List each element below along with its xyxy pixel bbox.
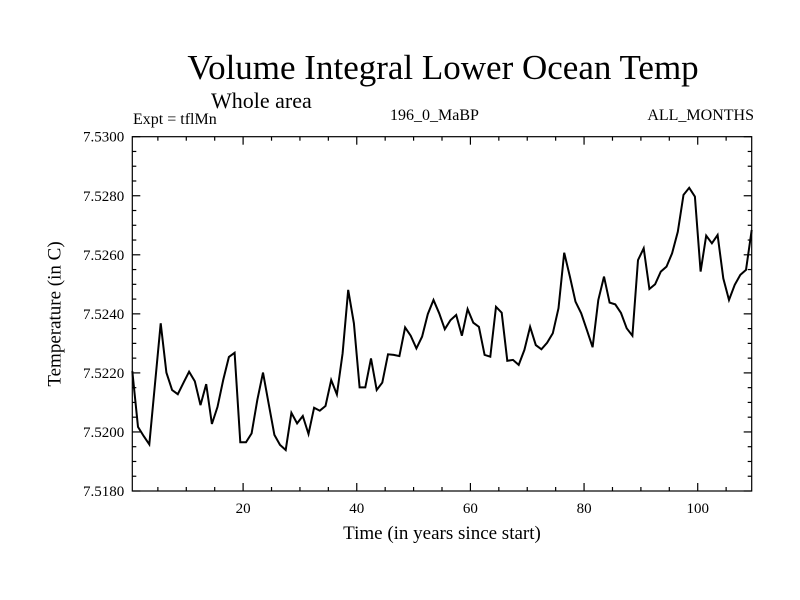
x-tick-label: 20 — [236, 501, 251, 517]
x-axis-label: Time (in years since start) — [343, 523, 541, 544]
x-tick-label: 100 — [686, 501, 709, 517]
x-tick-label: 60 — [463, 501, 478, 517]
plot-frame — [131, 136, 753, 492]
y-tick-label: 7.5260 — [83, 248, 124, 264]
chart-subtitle: Whole area — [211, 88, 312, 113]
experiment-label: Expt = tflMn — [133, 111, 217, 128]
y-tick-label: 7.5200 — [83, 425, 124, 441]
x-tick-label: 80 — [577, 501, 592, 517]
y-tick-labels: 7.5180 7.5200 7.5220 7.5240 7.5260 7.5280 7.53… — [83, 130, 124, 500]
axis-ticks — [132, 136, 752, 492]
y-tick-label: 7.5220 — [83, 366, 124, 382]
y-tick-label: 7.5240 — [83, 307, 124, 323]
chart-title: Volume Integral Lower Ocean Temp — [187, 48, 699, 87]
months-label: ALL_MONTHS — [647, 107, 754, 124]
y-tick-label: 7.5180 — [83, 484, 124, 500]
y-tick-label: 7.5300 — [83, 130, 124, 146]
x-tick-label: 40 — [349, 501, 364, 517]
series-line — [131, 186, 753, 452]
x-tick-labels: 20 40 60 80 100 — [236, 501, 709, 517]
y-tick-label: 7.5280 — [83, 189, 124, 205]
period-label: 196_0_MaBP — [390, 107, 479, 124]
